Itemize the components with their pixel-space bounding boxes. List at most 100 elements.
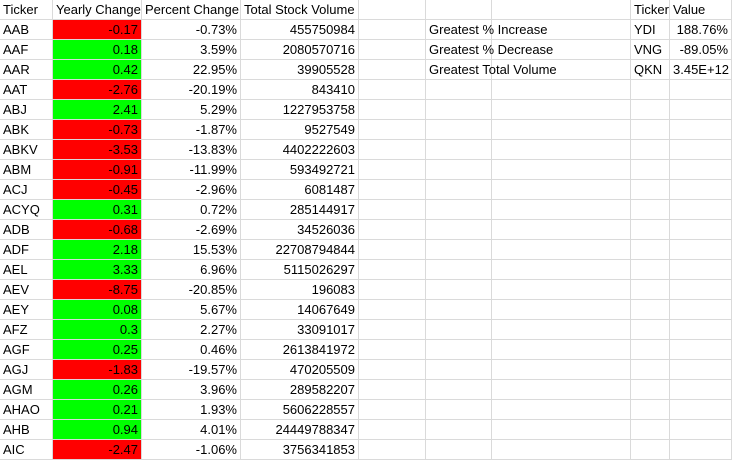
empty-cell[interactable] <box>631 220 670 239</box>
empty-cell[interactable] <box>492 40 631 59</box>
ticker-cell[interactable]: ADF <box>0 240 53 259</box>
total-volume-cell[interactable]: 455750984 <box>241 20 359 39</box>
empty-cell[interactable] <box>670 340 732 359</box>
empty-cell[interactable] <box>359 120 426 139</box>
yearly-change-cell[interactable]: 3.33 <box>53 260 142 279</box>
summary-value-cell[interactable]: 3.45E+12 <box>670 60 732 79</box>
ticker-cell[interactable]: AAR <box>0 60 53 79</box>
empty-cell[interactable] <box>492 100 631 119</box>
empty-cell[interactable] <box>426 80 492 99</box>
total-volume-cell[interactable]: 3756341853 <box>241 440 359 459</box>
summary-header-ticker[interactable]: Ticker <box>631 0 670 19</box>
empty-cell[interactable] <box>359 340 426 359</box>
empty-cell[interactable] <box>426 340 492 359</box>
ticker-cell[interactable]: AEV <box>0 280 53 299</box>
percent-change-cell[interactable]: 22.95% <box>142 60 241 79</box>
percent-change-cell[interactable]: 0.72% <box>142 200 241 219</box>
total-volume-cell[interactable]: 14067649 <box>241 300 359 319</box>
empty-cell[interactable] <box>631 380 670 399</box>
empty-cell[interactable] <box>359 20 426 39</box>
empty-cell[interactable] <box>359 140 426 159</box>
empty-cell[interactable] <box>631 200 670 219</box>
summary-label-cell[interactable]: Greatest % Increase <box>426 20 548 39</box>
empty-cell[interactable] <box>426 440 492 459</box>
yearly-change-cell[interactable]: 0.94 <box>53 420 142 439</box>
percent-change-cell[interactable]: -2.69% <box>142 220 241 239</box>
empty-cell[interactable] <box>631 180 670 199</box>
total-volume-cell[interactable]: 4402222603 <box>241 140 359 159</box>
ticker-cell[interactable]: AHB <box>0 420 53 439</box>
empty-cell[interactable] <box>631 260 670 279</box>
yearly-change-cell[interactable]: -0.91 <box>53 160 142 179</box>
total-volume-cell[interactable]: 289582207 <box>241 380 359 399</box>
empty-cell[interactable] <box>426 160 492 179</box>
empty-cell[interactable] <box>426 260 492 279</box>
empty-cell[interactable] <box>359 360 426 379</box>
empty-cell[interactable] <box>670 320 732 339</box>
empty-cell[interactable] <box>426 360 492 379</box>
total-volume-cell[interactable]: 843410 <box>241 80 359 99</box>
empty-cell[interactable] <box>492 160 631 179</box>
empty-cell[interactable] <box>670 140 732 159</box>
header-total-volume[interactable]: Total Stock Volume <box>241 0 359 19</box>
empty-cell[interactable] <box>670 240 732 259</box>
total-volume-cell[interactable]: 2613841972 <box>241 340 359 359</box>
empty-cell[interactable] <box>359 40 426 59</box>
empty-cell[interactable] <box>670 200 732 219</box>
empty-cell[interactable] <box>426 420 492 439</box>
total-volume-cell[interactable]: 2080570716 <box>241 40 359 59</box>
empty-cell[interactable] <box>670 180 732 199</box>
empty-cell[interactable] <box>359 160 426 179</box>
ticker-cell[interactable]: AGJ <box>0 360 53 379</box>
ticker-cell[interactable]: AAF <box>0 40 53 59</box>
percent-change-cell[interactable]: 6.96% <box>142 260 241 279</box>
yearly-change-cell[interactable]: 0.18 <box>53 40 142 59</box>
empty-cell[interactable] <box>426 240 492 259</box>
total-volume-cell[interactable]: 5115026297 <box>241 260 359 279</box>
empty-cell[interactable] <box>359 100 426 119</box>
summary-ticker-cell[interactable]: VNG <box>631 40 670 59</box>
empty-cell[interactable] <box>492 180 631 199</box>
empty-cell[interactable] <box>492 0 631 19</box>
summary-value-cell[interactable]: -89.05% <box>670 40 732 59</box>
total-volume-cell[interactable]: 9527549 <box>241 120 359 139</box>
empty-cell[interactable] <box>670 440 732 459</box>
percent-change-cell[interactable]: -13.83% <box>142 140 241 159</box>
empty-cell[interactable] <box>631 80 670 99</box>
empty-cell[interactable] <box>492 140 631 159</box>
ticker-cell[interactable]: ABJ <box>0 100 53 119</box>
empty-cell[interactable] <box>359 260 426 279</box>
total-volume-cell[interactable]: 593492721 <box>241 160 359 179</box>
empty-cell[interactable] <box>359 320 426 339</box>
summary-value-cell[interactable]: 188.76% <box>670 20 732 39</box>
percent-change-cell[interactable]: 4.01% <box>142 420 241 439</box>
percent-change-cell[interactable]: -11.99% <box>142 160 241 179</box>
empty-cell[interactable] <box>492 280 631 299</box>
empty-cell[interactable] <box>492 220 631 239</box>
empty-cell[interactable] <box>359 300 426 319</box>
total-volume-cell[interactable]: 470205509 <box>241 360 359 379</box>
ticker-cell[interactable]: AGF <box>0 340 53 359</box>
header-percent-change[interactable]: Percent Change <box>142 0 241 19</box>
empty-cell[interactable] <box>359 200 426 219</box>
ticker-cell[interactable]: AHAO <box>0 400 53 419</box>
total-volume-cell[interactable]: 285144917 <box>241 200 359 219</box>
percent-change-cell[interactable]: -19.57% <box>142 360 241 379</box>
header-yearly-change[interactable]: Yearly Change <box>53 0 142 19</box>
percent-change-cell[interactable]: 3.59% <box>142 40 241 59</box>
empty-cell[interactable] <box>359 220 426 239</box>
empty-cell[interactable] <box>359 180 426 199</box>
header-ticker[interactable]: Ticker <box>0 0 53 19</box>
empty-cell[interactable] <box>426 300 492 319</box>
ticker-cell[interactable]: ADB <box>0 220 53 239</box>
empty-cell[interactable] <box>670 400 732 419</box>
total-volume-cell[interactable]: 22708794844 <box>241 240 359 259</box>
total-volume-cell[interactable]: 39905528 <box>241 60 359 79</box>
empty-cell[interactable] <box>492 200 631 219</box>
percent-change-cell[interactable]: -20.85% <box>142 280 241 299</box>
empty-cell[interactable] <box>670 260 732 279</box>
empty-cell[interactable] <box>631 300 670 319</box>
empty-cell[interactable] <box>359 380 426 399</box>
empty-cell[interactable] <box>492 340 631 359</box>
empty-cell[interactable] <box>359 80 426 99</box>
